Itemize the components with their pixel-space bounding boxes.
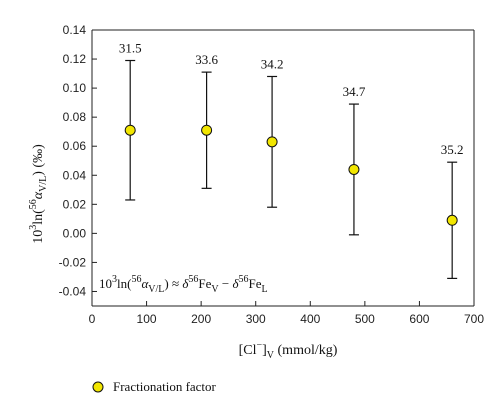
data-labels: 31.5 33.6 34.2 34.7 35.2 — [119, 41, 464, 158]
x-tick-label: 100 — [137, 312, 157, 326]
y-tick-label: -0.02 — [59, 255, 87, 269]
data-point — [266, 136, 278, 148]
data-point — [124, 124, 136, 136]
axes — [91, 29, 475, 307]
y-tick-label: 0.04 — [63, 168, 87, 182]
data-label: 35.2 — [441, 142, 464, 157]
data-label: 31.5 — [119, 41, 142, 56]
data-label: 33.6 — [195, 52, 218, 67]
x-tick-label: 400 — [300, 312, 320, 326]
x-tick-label: 0 — [89, 312, 96, 326]
y-tick-label: 0.00 — [63, 226, 87, 240]
data-points — [124, 124, 458, 226]
y-tick-label: -0.04 — [59, 284, 87, 298]
x-tick-label: 600 — [409, 312, 429, 326]
y-tick-label: 0.12 — [63, 52, 87, 66]
y-tick-label: 0.10 — [63, 81, 87, 95]
y-tick-label: 0.14 — [63, 23, 87, 37]
data-label: 34.7 — [343, 84, 366, 99]
y-tick-label: 0.02 — [63, 197, 87, 211]
data-label: 34.2 — [261, 56, 284, 71]
formula-annotation: 103ln(56αV/L) ≈ δ56FeV − δ56FeL — [99, 274, 268, 295]
legend: Fractionation factor — [92, 379, 217, 394]
y-axis-title: 103ln(56αV/L) (‰) — [28, 144, 49, 244]
x-axis-ticks: 0 100 200 300 400 500 600 700 — [89, 301, 484, 326]
data-point — [446, 214, 458, 226]
x-tick-label: 300 — [246, 312, 266, 326]
y-tick-label: 0.08 — [63, 110, 87, 124]
x-axis-title: [Cl−]V (mmol/kg) — [239, 340, 338, 361]
legend-label: Fractionation factor — [113, 379, 217, 394]
data-point — [201, 124, 213, 136]
y-axis-ticks: -0.04 -0.02 0.00 0.02 0.04 0.06 0.08 0.10 0.12 0.… — [59, 23, 97, 298]
error-bars — [125, 59, 458, 279]
data-point — [348, 163, 360, 175]
legend-marker — [92, 381, 104, 393]
x-tick-label: 200 — [191, 312, 211, 326]
x-tick-label: 500 — [355, 312, 375, 326]
y-tick-label: 0.06 — [63, 139, 87, 153]
x-tick-label: 700 — [464, 312, 484, 326]
